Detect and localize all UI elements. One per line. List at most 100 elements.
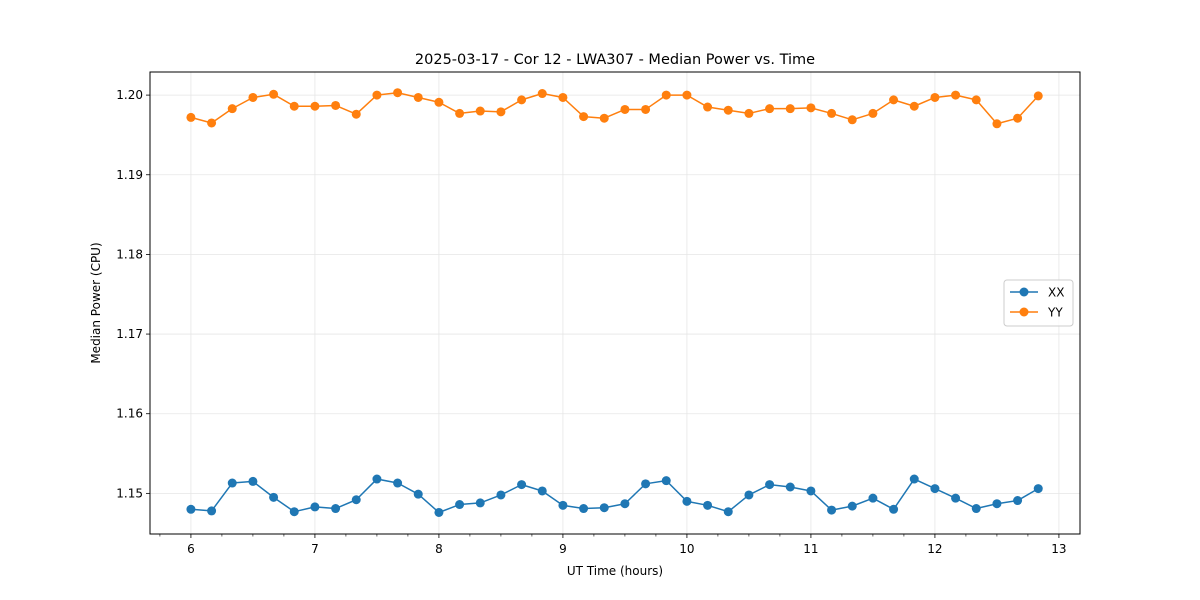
- data-point-xx: [785, 482, 795, 492]
- x-tick-label: 6: [187, 542, 195, 556]
- data-point-xx: [723, 507, 733, 517]
- plot-frame: [149, 71, 1081, 535]
- data-point-xx: [827, 505, 837, 515]
- data-point-yy: [537, 89, 547, 99]
- data-point-yy: [1013, 113, 1023, 123]
- data-point-xx: [496, 490, 506, 500]
- data-point-yy: [248, 92, 258, 102]
- data-point-yy: [351, 109, 361, 119]
- grid-layer: [150, 72, 1080, 534]
- data-point-xx: [413, 489, 423, 499]
- data-point-xx: [971, 504, 981, 514]
- data-point-xx: [806, 486, 816, 496]
- data-point-xx: [951, 493, 961, 503]
- data-point-xx: [393, 478, 403, 488]
- x-tick-label: 11: [803, 542, 818, 556]
- data-point-xx: [703, 500, 713, 510]
- data-point-yy: [579, 112, 589, 122]
- y-tick-label: 1.15: [116, 486, 143, 500]
- data-point-yy: [703, 102, 713, 112]
- x-tick-label: 8: [435, 542, 443, 556]
- y-axis-label: Median Power (CPU): [89, 242, 103, 363]
- data-point-yy: [909, 101, 919, 111]
- data-point-yy: [889, 95, 899, 105]
- x-tick-label: 12: [927, 542, 942, 556]
- data-point-xx: [248, 476, 258, 486]
- data-point-yy: [455, 108, 465, 118]
- data-point-yy: [806, 103, 816, 113]
- data-point-yy: [785, 104, 795, 114]
- data-point-xx: [455, 500, 465, 510]
- data-point-xx: [661, 476, 671, 486]
- data-point-xx: [475, 498, 485, 508]
- x-tick-label: 13: [1051, 542, 1066, 556]
- x-tick-label: 10: [679, 542, 694, 556]
- tick-layer: 6 7 8 9 10 11 12 13 1.15 1.16 1.17 1.18 1.19 1.20: [116, 88, 1066, 556]
- data-point-xx: [992, 499, 1002, 509]
- data-point-yy: [723, 105, 733, 115]
- data-point-yy: [620, 104, 630, 114]
- data-point-yy: [413, 92, 423, 102]
- data-point-yy: [930, 92, 940, 102]
- data-point-yy: [765, 104, 775, 114]
- y-tick-label: 1.18: [116, 247, 143, 261]
- data-point-xx: [372, 474, 382, 484]
- data-point-xx: [765, 480, 775, 490]
- data-point-yy: [186, 112, 196, 122]
- data-point-yy: [641, 104, 651, 114]
- data-point-xx: [289, 507, 299, 517]
- data-point-yy: [744, 108, 754, 118]
- data-point-yy: [847, 115, 857, 125]
- data-point-xx: [517, 480, 527, 490]
- y-tick-label: 1.20: [116, 88, 143, 102]
- data-point-xx: [579, 504, 589, 514]
- data-point-xx: [310, 502, 320, 512]
- data-point-yy: [868, 108, 878, 118]
- data-point-yy: [951, 90, 961, 100]
- data-point-yy: [434, 97, 444, 107]
- chart-title: 2025-03-17 - Cor 12 - LWA307 - Median Po…: [415, 52, 815, 68]
- data-point-xx: [269, 492, 279, 502]
- legend: XX YY: [1003, 279, 1074, 327]
- data-point-xx: [558, 500, 568, 510]
- y-tick-label: 1.17: [116, 327, 143, 341]
- data-point-xx: [620, 499, 630, 509]
- data-point-xx: [930, 484, 940, 494]
- data-point-xx: [434, 507, 444, 517]
- y-tick-label: 1.19: [116, 168, 143, 182]
- data-point-yy: [289, 101, 299, 111]
- data-point-yy: [331, 100, 341, 110]
- data-point-xx: [909, 474, 919, 484]
- data-point-xx: [599, 503, 609, 513]
- data-point-yy: [393, 88, 403, 98]
- data-point-xx: [847, 501, 857, 511]
- y-tick-label: 1.16: [116, 407, 143, 421]
- data-point-xx: [331, 504, 341, 514]
- data-point-yy: [496, 107, 506, 117]
- data-point-yy: [207, 118, 217, 128]
- x-tick-label: 9: [559, 542, 567, 556]
- data-point-xx: [682, 496, 692, 506]
- data-point-yy: [1033, 91, 1043, 101]
- x-tick-label: 7: [311, 542, 319, 556]
- data-point-yy: [517, 95, 527, 105]
- legend-label-xx: XX: [1048, 286, 1064, 300]
- data-point-yy: [682, 90, 692, 100]
- legend-marker-xx: [1019, 287, 1029, 297]
- data-point-xx: [207, 506, 217, 516]
- data-point-yy: [227, 104, 237, 114]
- series-layer: [186, 88, 1043, 517]
- data-point-yy: [310, 101, 320, 111]
- data-point-xx: [744, 490, 754, 500]
- data-point-xx: [641, 479, 651, 489]
- data-point-yy: [661, 90, 671, 100]
- data-point-xx: [186, 504, 196, 514]
- data-point-xx: [889, 504, 899, 514]
- data-point-xx: [868, 493, 878, 503]
- data-point-yy: [372, 90, 382, 100]
- x-axis-label: UT Time (hours): [567, 564, 663, 578]
- data-point-yy: [971, 95, 981, 105]
- legend-label-yy: YY: [1047, 306, 1063, 320]
